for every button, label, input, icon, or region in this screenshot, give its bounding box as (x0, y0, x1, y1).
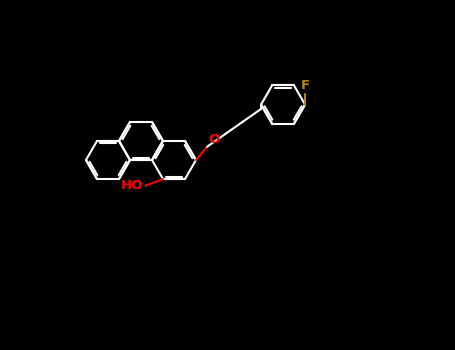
Text: F: F (300, 78, 309, 92)
Text: O: O (208, 133, 219, 146)
Text: HO: HO (121, 179, 143, 192)
